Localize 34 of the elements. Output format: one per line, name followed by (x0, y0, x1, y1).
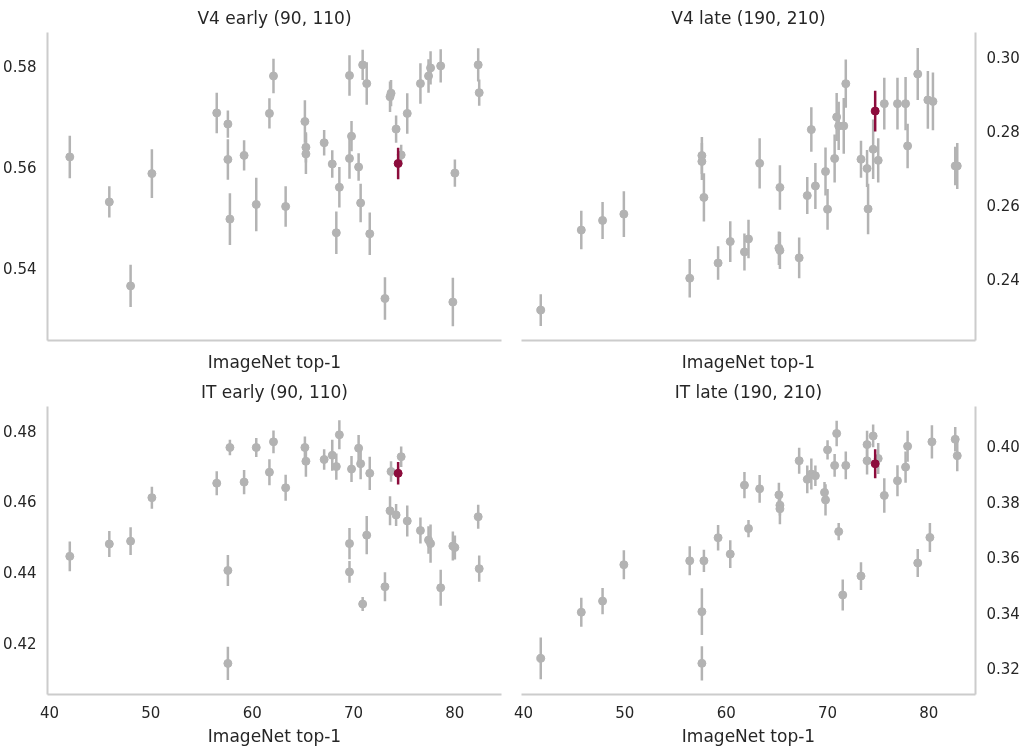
y-tick-label: 0.46 (3, 493, 37, 512)
y-tick-label: 0.44 (3, 563, 37, 582)
x-tick-label: 60 (242, 703, 262, 722)
chart-title: V4 late (190, 210) (671, 7, 826, 28)
y-tick-label: 0.38 (986, 493, 1020, 512)
x-tick-label: 70 (344, 703, 364, 722)
y-tick-label: 0.28 (986, 123, 1020, 142)
y-tick-label: 0.54 (3, 260, 37, 279)
chart-title: IT early (90, 110) (201, 381, 349, 402)
y-tick-label: 0.40 (986, 437, 1020, 456)
x-tick-label: 40 (513, 703, 534, 722)
x-axis-title: ImageNet top-1 (681, 725, 816, 746)
y-tick-label: 0.30 (986, 48, 1020, 67)
x-tick-label: 80 (919, 703, 939, 722)
y-tick-label: 0.36 (986, 549, 1020, 568)
x-tick-label: 50 (615, 703, 635, 722)
y-tick-label: 0.58 (3, 57, 37, 76)
x-tick-label: 60 (716, 703, 736, 722)
chart-title: IT late (190, 210) (674, 381, 823, 402)
x-tick-label: 50 (141, 703, 161, 722)
x-tick-label: 70 (818, 703, 838, 722)
x-axis-title: ImageNet top-1 (681, 351, 816, 372)
y-tick-label: 0.42 (3, 634, 37, 653)
y-tick-label: 0.32 (986, 660, 1020, 679)
chart-title: V4 early (90, 110) (197, 7, 352, 28)
x-axis-title: ImageNet top-1 (207, 351, 342, 372)
y-tick-label: 0.48 (3, 422, 37, 441)
y-tick-label: 0.24 (986, 271, 1020, 290)
x-axis-title: ImageNet top-1 (207, 725, 342, 746)
x-tick-label: 80 (445, 703, 465, 722)
y-tick-label: 0.56 (3, 159, 37, 178)
y-tick-label: 0.26 (986, 197, 1020, 216)
x-tick-label: 40 (39, 703, 60, 722)
y-tick-label: 0.34 (986, 604, 1020, 623)
